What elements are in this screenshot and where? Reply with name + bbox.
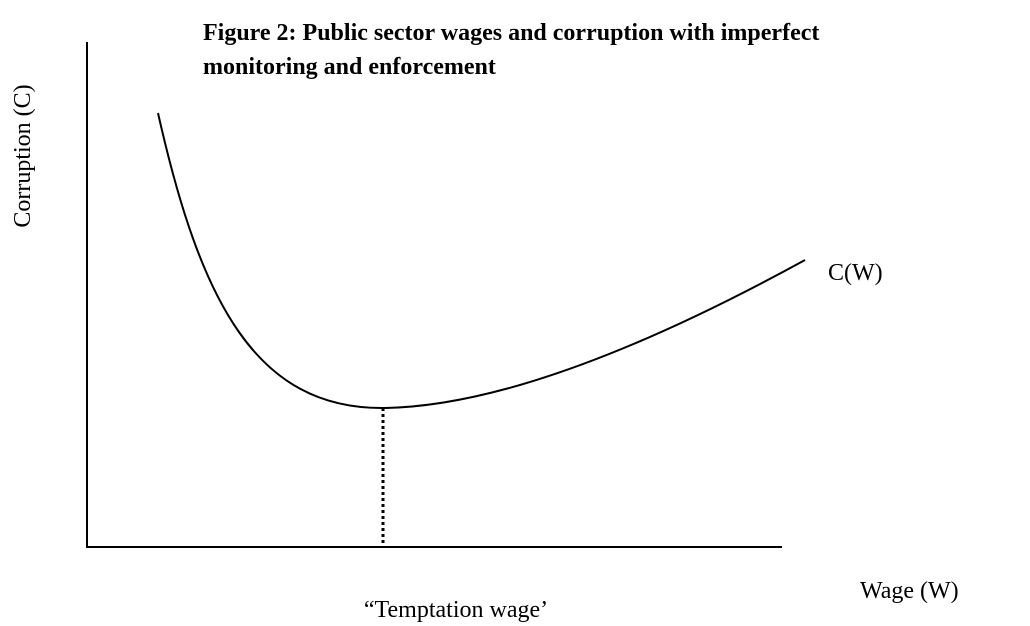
curve-label: C(W)	[828, 260, 883, 286]
title-line: monitoring and enforcement	[203, 54, 496, 80]
x-axis-label: Wage (W)	[860, 578, 959, 604]
annotation: “Temptation wage’	[364, 597, 548, 623]
y-axis-label: Corruption (C)	[10, 84, 36, 227]
curve	[157, 112, 806, 410]
title-line: Figure 2: Public sector wages and corrup…	[203, 20, 819, 46]
